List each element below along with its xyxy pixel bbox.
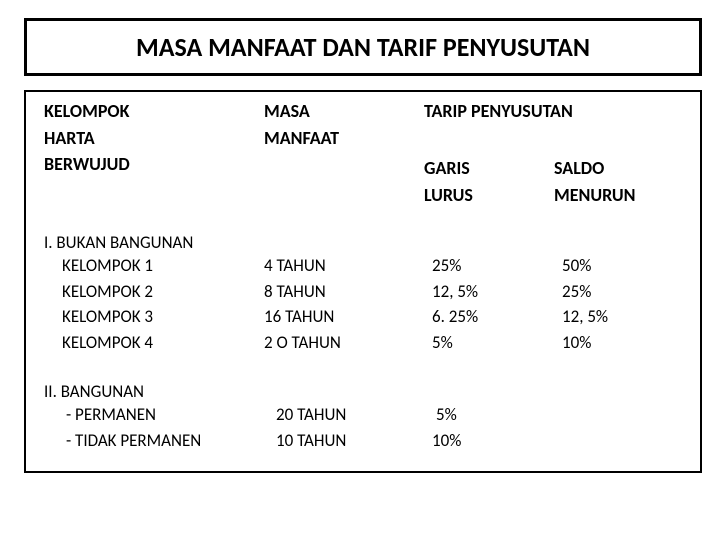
subheader-col3-l2: LURUS [424, 180, 554, 207]
subheader-col4-l1: SALDO [554, 153, 694, 180]
section1-title: I. BUKAN BANGUNAN [44, 206, 694, 253]
s1r4-garis: 5% [424, 330, 554, 356]
s1r1-label: KELOMPOK 1 [44, 253, 264, 279]
s1r3-garis: 6. 25% [424, 304, 554, 330]
s2r1-saldo [554, 402, 694, 428]
header-col1-l2: HARTA [44, 127, 264, 154]
s1r4-label: KELOMPOK 4 [44, 330, 264, 356]
header-blank-2b [264, 153, 424, 180]
s1r2-masa: 8 TAHUN [264, 279, 424, 305]
s1r4-saldo: 10% [554, 330, 694, 356]
header-col2-l2: MANFAAT [264, 127, 424, 154]
s1r1-garis: 25% [424, 253, 554, 279]
s1r4-masa: 2 O TAHUN [264, 330, 424, 356]
s1r1-saldo: 50% [554, 253, 694, 279]
s2r1-label: - PERMANEN [44, 402, 264, 428]
s1r3-masa: 16 TAHUN [264, 304, 424, 330]
s1r2-label: KELOMPOK 2 [44, 279, 264, 305]
title-box: MASA MANFAAT DAN TARIF PENYUSUTAN [24, 18, 702, 76]
s1r2-garis: 12, 5% [424, 279, 554, 305]
header-blank-2c [264, 180, 424, 207]
s2r2-masa: 10 TAHUN [264, 428, 424, 454]
header-col3-span: TARIP PENYUSUTAN [424, 100, 694, 127]
header-blank-3a [424, 127, 554, 154]
s2r2-garis: 10% [424, 428, 554, 454]
s2r2-saldo [554, 428, 694, 454]
s2r1-masa: 20 TAHUN [264, 402, 424, 428]
section2-title: II. BANGUNAN [44, 355, 694, 402]
subheader-col4-l2: MENURUN [554, 180, 694, 207]
s1r1-masa: 4 TAHUN [264, 253, 424, 279]
s1r3-saldo: 12, 5% [554, 304, 694, 330]
header-col1-l3: BERWUJUD [44, 153, 264, 180]
header-blank-1c [44, 180, 264, 207]
header-blank-4a [554, 127, 694, 154]
table-container: KELOMPOK MASA TARIP PENYUSUTAN HARTA MAN… [24, 90, 702, 473]
header-col2-l1: MASA [264, 100, 424, 127]
subheader-col3-l1: GARIS [424, 153, 554, 180]
s2r2-label: - TIDAK PERMANEN [44, 428, 264, 454]
s1r3-label: KELOMPOK 3 [44, 304, 264, 330]
page-title: MASA MANFAAT DAN TARIF PENYUSUTAN [47, 31, 679, 63]
s2r1-garis: 5% [424, 402, 554, 428]
header-col1-l1: KELOMPOK [44, 100, 264, 127]
table-grid: KELOMPOK MASA TARIP PENYUSUTAN HARTA MAN… [44, 100, 682, 453]
s1r2-saldo: 25% [554, 279, 694, 305]
